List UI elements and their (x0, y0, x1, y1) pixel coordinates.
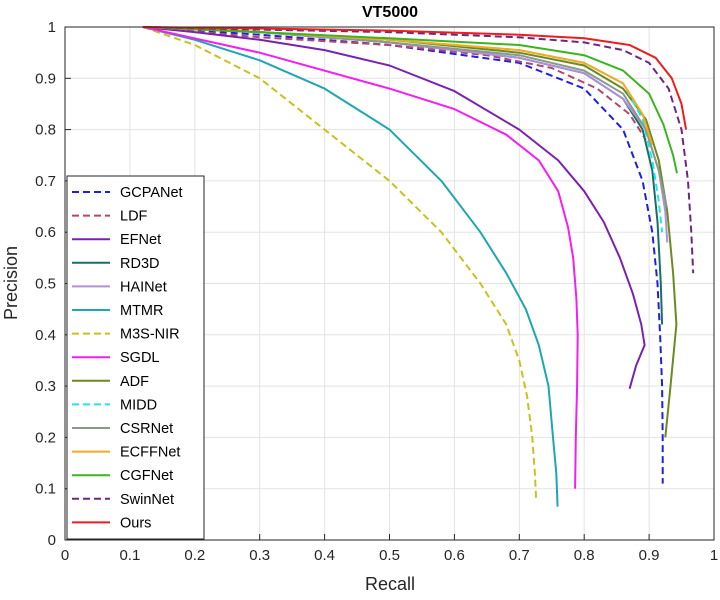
legend-label-sgdl: SGDL (120, 350, 160, 366)
legend-label-ecffnet: ECFFNet (120, 445, 180, 461)
x-tick-label: 0.6 (444, 547, 465, 564)
legend-label-gcpanet: GCPANet (120, 185, 183, 201)
x-tick-labels: 0 0.1 0.2 0.3 0.4 0.5 0.6 0.7 0.8 0.9 1 (61, 547, 718, 564)
y-tick-label: 0.4 (35, 327, 56, 344)
y-tick-labels: 0 0.1 0.2 0.3 0.4 0.5 0.6 0.7 0.8 0.9 1 (35, 19, 56, 549)
y-tick-label: 0.8 (35, 122, 56, 139)
x-tick-label: 0.8 (574, 547, 595, 564)
y-tick-label: 0.3 (35, 378, 56, 395)
x-tick-label: 0.3 (249, 547, 270, 564)
y-tick-label: 0 (48, 532, 56, 549)
x-tick-label: 0.4 (314, 547, 335, 564)
x-axis-label: Recall (365, 574, 415, 594)
legend-label-ldf: LDF (120, 209, 148, 225)
y-tick-label: 0.6 (35, 224, 56, 241)
legend-label-m3s-nir: M3S-NIR (120, 327, 180, 343)
legend-label-adf: ADF (120, 374, 149, 390)
legend-label-hainet: HAINet (120, 279, 167, 295)
legend-label-midd: MIDD (120, 397, 157, 413)
legend: GCPANet LDF EFNet RD3D HAINet MTMR M3S-NIR SGDL… (66, 175, 205, 540)
series-line-efnet (142, 26, 646, 389)
legend-label-mtmr: MTMR (120, 303, 164, 319)
legend-label-swinnet: SwinNet (120, 492, 174, 508)
y-tick-label: 0.7 (35, 173, 56, 190)
y-tick-label: 0.5 (35, 276, 56, 293)
series-line-swinnet (142, 26, 695, 274)
series-line-ldf (142, 26, 647, 141)
series-line-cgfnet (142, 26, 678, 174)
legend-label-cgfnet: CGFNet (120, 468, 173, 484)
y-tick-label: 0.2 (35, 429, 56, 446)
y-tick-label: 1 (48, 19, 56, 36)
series-line-m3s-nir (142, 26, 538, 502)
legend-label-ours: Ours (120, 515, 151, 531)
x-tick-label: 0.7 (509, 547, 530, 564)
legend-label-rd3d: RD3D (120, 256, 159, 272)
y-tick-label: 0.1 (35, 481, 56, 498)
x-tick-label: 0 (61, 547, 69, 564)
chart-title: VT5000 (362, 4, 418, 21)
plot-frame (64, 26, 715, 541)
y-tick-label: 0.9 (35, 70, 56, 87)
x-tick-label: 0.5 (379, 547, 400, 564)
x-tick-label: 0.2 (184, 547, 205, 564)
y-axis-label: Precision (1, 246, 21, 320)
series-line-ours (142, 26, 688, 130)
legend-label-efnet: EFNet (120, 232, 161, 248)
legend-label-csrnet: CSRNet (120, 421, 173, 437)
series-line-sgdl (142, 26, 579, 489)
x-tick-label: 1 (710, 547, 718, 564)
series-line-mtmr (142, 26, 559, 507)
x-tick-label: 0.1 (119, 547, 140, 564)
series-lines (142, 26, 695, 507)
x-tick-label: 0.9 (639, 547, 660, 564)
